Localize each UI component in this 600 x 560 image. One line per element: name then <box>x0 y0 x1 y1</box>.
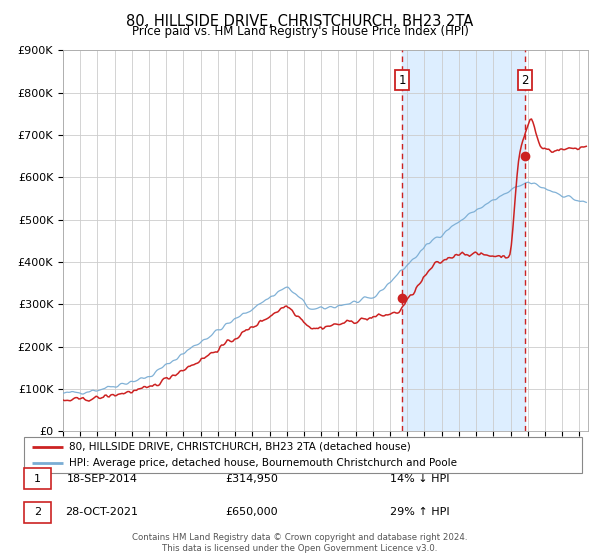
Text: £650,000: £650,000 <box>226 507 278 517</box>
Text: 2: 2 <box>521 73 529 86</box>
Text: 18-SEP-2014: 18-SEP-2014 <box>67 474 137 484</box>
Text: 14% ↓ HPI: 14% ↓ HPI <box>390 474 449 484</box>
Text: Price paid vs. HM Land Registry's House Price Index (HPI): Price paid vs. HM Land Registry's House … <box>131 25 469 38</box>
Text: 28-OCT-2021: 28-OCT-2021 <box>65 507 139 517</box>
Text: £314,950: £314,950 <box>226 474 278 484</box>
Bar <box>403 50 525 431</box>
FancyBboxPatch shape <box>24 437 582 473</box>
Text: 80, HILLSIDE DRIVE, CHRISTCHURCH, BH23 2TA (detached house): 80, HILLSIDE DRIVE, CHRISTCHURCH, BH23 2… <box>68 442 410 451</box>
Text: This data is licensed under the Open Government Licence v3.0.: This data is licensed under the Open Gov… <box>163 544 437 553</box>
Text: 80, HILLSIDE DRIVE, CHRISTCHURCH, BH23 2TA: 80, HILLSIDE DRIVE, CHRISTCHURCH, BH23 2… <box>127 14 473 29</box>
Text: 2: 2 <box>34 507 41 517</box>
Text: Contains HM Land Registry data © Crown copyright and database right 2024.: Contains HM Land Registry data © Crown c… <box>132 533 468 542</box>
Text: 1: 1 <box>34 474 41 484</box>
Text: 1: 1 <box>398 73 406 86</box>
Text: HPI: Average price, detached house, Bournemouth Christchurch and Poole: HPI: Average price, detached house, Bour… <box>68 459 457 468</box>
Text: 29% ↑ HPI: 29% ↑ HPI <box>390 507 449 517</box>
